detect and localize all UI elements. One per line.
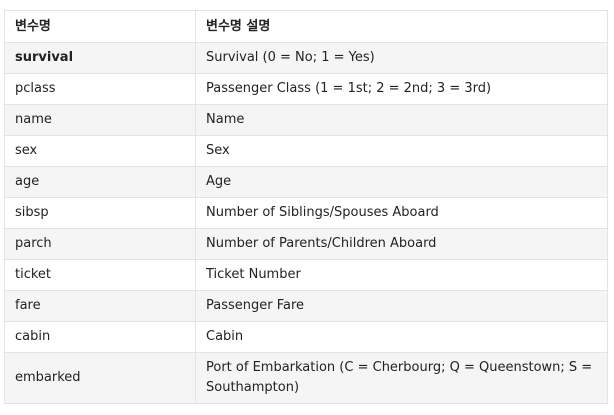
table-row: embarked Port of Embarkation (C = Cherbo…	[4, 352, 608, 404]
table-row: name Name	[4, 104, 608, 136]
variable-description-cell: Survival (0 = No; 1 = Yes)	[195, 42, 608, 74]
table-row: cabin Cabin	[4, 321, 608, 353]
table-row: ticket Ticket Number	[4, 259, 608, 291]
variable-table: 변수명 변수명 설명 survival Survival (0 = No; 1 …	[4, 10, 608, 404]
table-row: parch Number of Parents/Children Aboard	[4, 228, 608, 260]
variable-name-cell: sibsp	[4, 197, 196, 229]
variable-description-cell: Name	[195, 104, 608, 136]
table-row: sex Sex	[4, 135, 608, 167]
variable-name-cell: parch	[4, 228, 196, 260]
table-row: sibsp Number of Siblings/Spouses Aboard	[4, 197, 608, 229]
header-variable-name: 변수명	[4, 10, 196, 43]
variable-description-cell: Passenger Fare	[195, 290, 608, 322]
variable-description-cell: Sex	[195, 135, 608, 167]
variable-description-cell: Passenger Class (1 = 1st; 2 = 2nd; 3 = 3…	[195, 73, 608, 105]
variable-name-cell: cabin	[4, 321, 196, 353]
variable-name-cell: age	[4, 166, 196, 198]
table-row: survival Survival (0 = No; 1 = Yes)	[4, 42, 608, 74]
table-row: fare Passenger Fare	[4, 290, 608, 322]
header-variable-description: 변수명 설명	[195, 10, 608, 43]
variable-description-cell: Age	[195, 166, 608, 198]
variable-name-cell: name	[4, 104, 196, 136]
variable-name-cell: sex	[4, 135, 196, 167]
table-row: age Age	[4, 166, 608, 198]
variable-table-container: 변수명 변수명 설명 survival Survival (0 = No; 1 …	[4, 10, 608, 404]
variable-description-cell: Port of Embarkation (C = Cherbourg; Q = …	[195, 352, 608, 404]
variable-description-cell: Ticket Number	[195, 259, 608, 291]
table-header-row: 변수명 변수명 설명	[4, 10, 608, 43]
variable-description-cell: Number of Siblings/Spouses Aboard	[195, 197, 608, 229]
variable-name-cell: ticket	[4, 259, 196, 291]
table-row: pclass Passenger Class (1 = 1st; 2 = 2nd…	[4, 73, 608, 105]
variable-name-cell: pclass	[4, 73, 196, 105]
variable-name-cell: embarked	[4, 352, 196, 404]
variable-description-cell: Cabin	[195, 321, 608, 353]
variable-description-cell: Number of Parents/Children Aboard	[195, 228, 608, 260]
variable-name-cell: survival	[4, 42, 196, 74]
variable-name-cell: fare	[4, 290, 196, 322]
